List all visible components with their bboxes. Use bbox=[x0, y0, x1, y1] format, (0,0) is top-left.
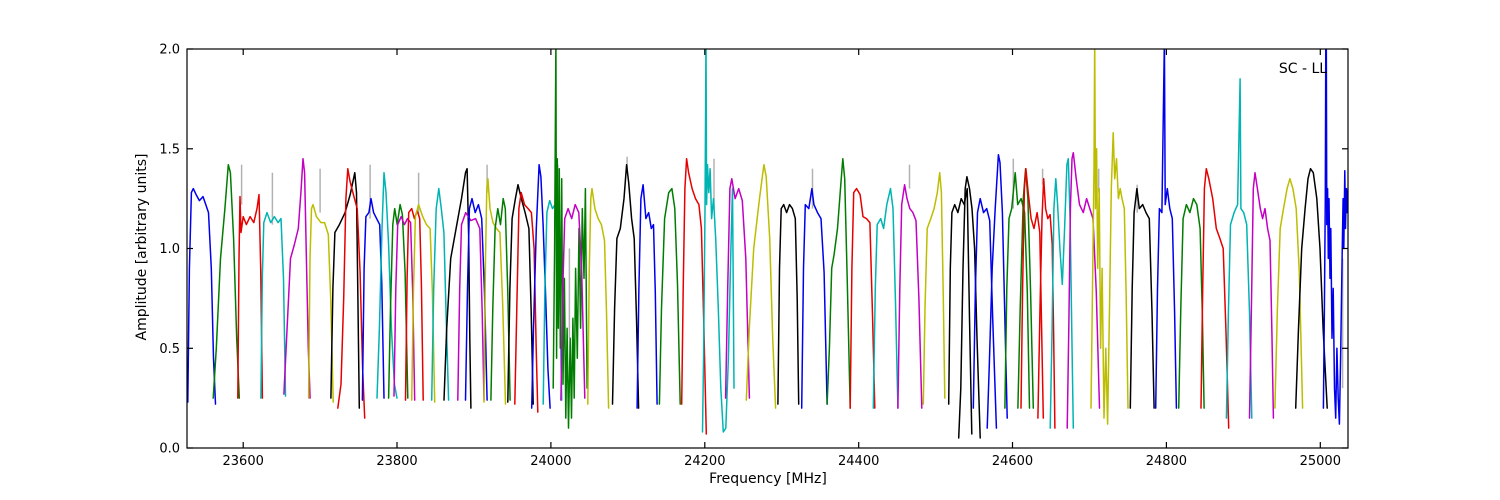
spw-bandpass-curve-b bbox=[636, 183, 658, 409]
spw-bandpass-curve-r bbox=[680, 157, 708, 435]
spw-bandpass-curve-b bbox=[1154, 49, 1178, 409]
spw-bandpass-curve-y bbox=[745, 163, 777, 409]
spw-bandpass-curve-y bbox=[1090, 49, 1129, 425]
spw-bandpass-curve-r bbox=[404, 207, 424, 401]
spw-bandpass-curve-m bbox=[393, 215, 416, 401]
spw-bandpass-curve-y bbox=[410, 203, 436, 403]
spw-bandpass-curve-b bbox=[800, 187, 828, 409]
spw-bandpass-curve-c bbox=[1225, 78, 1253, 419]
x-axis-label: Frequency [MHz] bbox=[709, 471, 827, 487]
spw-bandpass-curve-r bbox=[514, 191, 539, 413]
x-tick-label: 24200 bbox=[684, 454, 725, 469]
x-tick-label: 24000 bbox=[530, 454, 571, 469]
spw-bandpass-curve-g bbox=[490, 197, 511, 401]
x-tick-label: 23600 bbox=[223, 454, 264, 469]
plot-annotation: SC - LL bbox=[1278, 61, 1328, 77]
spw-bandpass-curve-g bbox=[387, 203, 409, 399]
spw-bandpass-curve-y bbox=[587, 187, 610, 409]
x-tick-label: 24400 bbox=[838, 454, 879, 469]
spw-bandpass-curve-b bbox=[530, 163, 551, 409]
spw-bandpass-curve-g bbox=[1004, 171, 1031, 409]
spw-bandpass-curve-g bbox=[826, 157, 851, 409]
spw-bandpass-curve-r bbox=[849, 187, 876, 409]
spw-bandpass-curve-m bbox=[283, 157, 311, 399]
spw-bandpass-curve-r bbox=[237, 193, 264, 399]
spw-bandpass-curve-b bbox=[986, 153, 1008, 429]
spw-bandpass-curve-k bbox=[1294, 167, 1328, 409]
spw-bandpass-curve-g bbox=[1017, 167, 1035, 409]
y-tick-label: 2.0 bbox=[159, 43, 180, 58]
spw-bandpass-curve-c bbox=[701, 49, 735, 433]
spw-bandpass-curve-c bbox=[430, 187, 450, 401]
spw-bandpass-curve-m bbox=[1248, 171, 1275, 419]
spw-bandpass-curve-r bbox=[337, 167, 366, 419]
x-tick-label: 23800 bbox=[376, 454, 417, 469]
spw-bandpass-curve-m bbox=[457, 211, 485, 401]
spw-bandpass-curve-m bbox=[724, 177, 751, 399]
spw-bandpass-curve-b bbox=[464, 197, 488, 401]
spw-bandpass-curve-k bbox=[443, 167, 472, 409]
spw-bandpass-curve-g bbox=[552, 49, 588, 429]
spw-bandpass-curve-c bbox=[260, 211, 287, 399]
plot-border bbox=[186, 48, 1349, 449]
x-tick-label: 24800 bbox=[1146, 454, 1187, 469]
spw-bandpass-curve-y bbox=[922, 171, 946, 405]
spw-bandpass-curve-k bbox=[611, 163, 640, 409]
spw-bandpass-curve-k bbox=[947, 187, 973, 435]
y-tick-label: 0.5 bbox=[159, 342, 180, 357]
spw-bandpass-curve-g bbox=[212, 163, 241, 399]
spw-bandpass-curve-m bbox=[897, 183, 923, 409]
y-axis-label: Amplitude [arbitrary units] bbox=[134, 153, 150, 341]
spw-bandpass-curve-m bbox=[560, 203, 586, 401]
spw-bandpass-curve-c bbox=[872, 187, 899, 409]
y-tick-label: 1.0 bbox=[159, 242, 180, 257]
y-tick-label: 0.0 bbox=[159, 442, 180, 457]
spw-bandpass-curve-k bbox=[507, 183, 534, 405]
spw-bandpass-curve-b bbox=[187, 187, 217, 405]
spw-bandpass-curve-c bbox=[376, 171, 398, 399]
x-tick-label: 25000 bbox=[1300, 454, 1341, 469]
axes-frame bbox=[186, 48, 1349, 449]
spw-bandpass-curve-k bbox=[1129, 187, 1155, 409]
spw-bandpass-curve-k bbox=[777, 203, 800, 405]
spw-bandpass-curve-y bbox=[1274, 177, 1304, 409]
x-tick-label: 24600 bbox=[992, 454, 1033, 469]
spw-bandpass-curve-y bbox=[483, 177, 507, 405]
spw-bandpass-curve-g bbox=[658, 187, 681, 405]
spw-bandpass-curve-r bbox=[1200, 167, 1230, 429]
spw-bandpass-curve-k bbox=[330, 171, 361, 409]
bandpass-curves bbox=[187, 49, 1348, 439]
y-tick-label: 1.5 bbox=[159, 142, 180, 157]
spw-bandpass-curve-b bbox=[1322, 49, 1348, 425]
tick-labels: 23600 23800 24000 24200 24400 24600 24800 25000… bbox=[159, 43, 1341, 470]
spw-bandpass-curve-y bbox=[307, 203, 334, 403]
spw-bandpass-curve-g bbox=[1177, 197, 1205, 409]
